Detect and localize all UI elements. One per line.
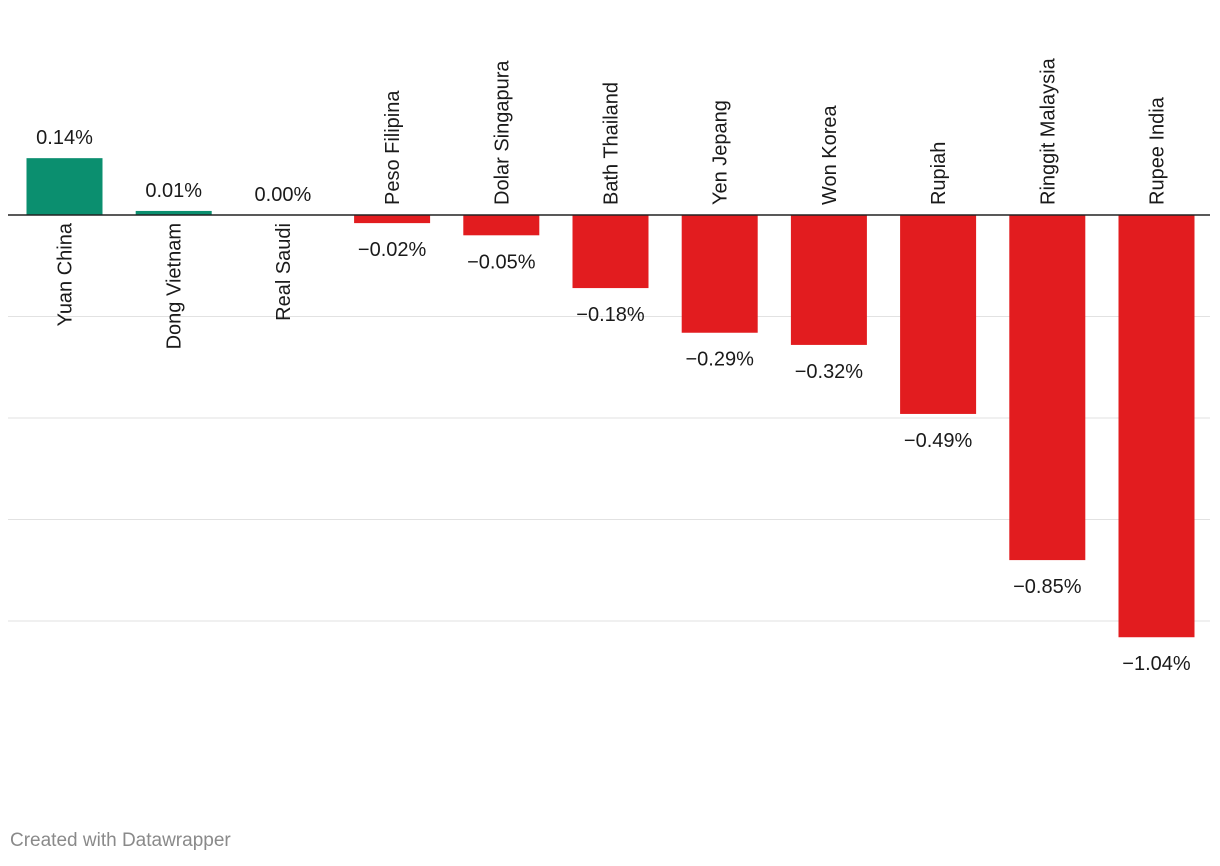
- footer-credit: Created with Datawrapper: [10, 830, 231, 851]
- bar: [900, 215, 977, 414]
- category-label: Real Saudi: [273, 223, 295, 321]
- value-label: −0.18%: [576, 304, 645, 326]
- category-label: Dolar Singapura: [491, 60, 513, 205]
- value-label: −0.02%: [358, 239, 427, 261]
- bar: [26, 158, 103, 215]
- bar: [572, 215, 649, 289]
- value-label: −0.85%: [1013, 576, 1082, 598]
- value-label: −0.49%: [904, 430, 973, 452]
- labels: 0.14% Yuan China 0.01% Dong Vietnam 0.00% Rea…: [36, 57, 1191, 675]
- value-label: 0.14%: [36, 127, 93, 149]
- category-label: Bath Thailand: [601, 82, 623, 205]
- bar: [1118, 215, 1195, 638]
- value-label: 0.01%: [145, 180, 202, 202]
- category-label: Ringgit Malaysia: [1037, 57, 1059, 205]
- value-label: −0.05%: [467, 251, 536, 273]
- value-label: 0.00%: [255, 184, 312, 206]
- category-label: Yen Jepang: [710, 100, 732, 205]
- category-label: Won Korea: [819, 104, 841, 205]
- category-label: Rupiah: [928, 142, 950, 205]
- bar: [681, 215, 758, 333]
- category-label: Rupee India: [1147, 96, 1169, 205]
- value-label: −1.04%: [1122, 653, 1191, 675]
- bars: [26, 158, 1195, 638]
- bar: [463, 215, 540, 236]
- value-label: −0.29%: [686, 349, 755, 371]
- bar: [135, 210, 212, 215]
- bar: [354, 215, 431, 224]
- category-label: Yuan China: [55, 222, 77, 326]
- bar: [1009, 215, 1086, 561]
- bar: [790, 215, 867, 345]
- category-label: Dong Vietnam: [164, 223, 186, 349]
- value-label: −0.32%: [795, 361, 864, 383]
- category-label: Peso Filipina: [382, 90, 404, 205]
